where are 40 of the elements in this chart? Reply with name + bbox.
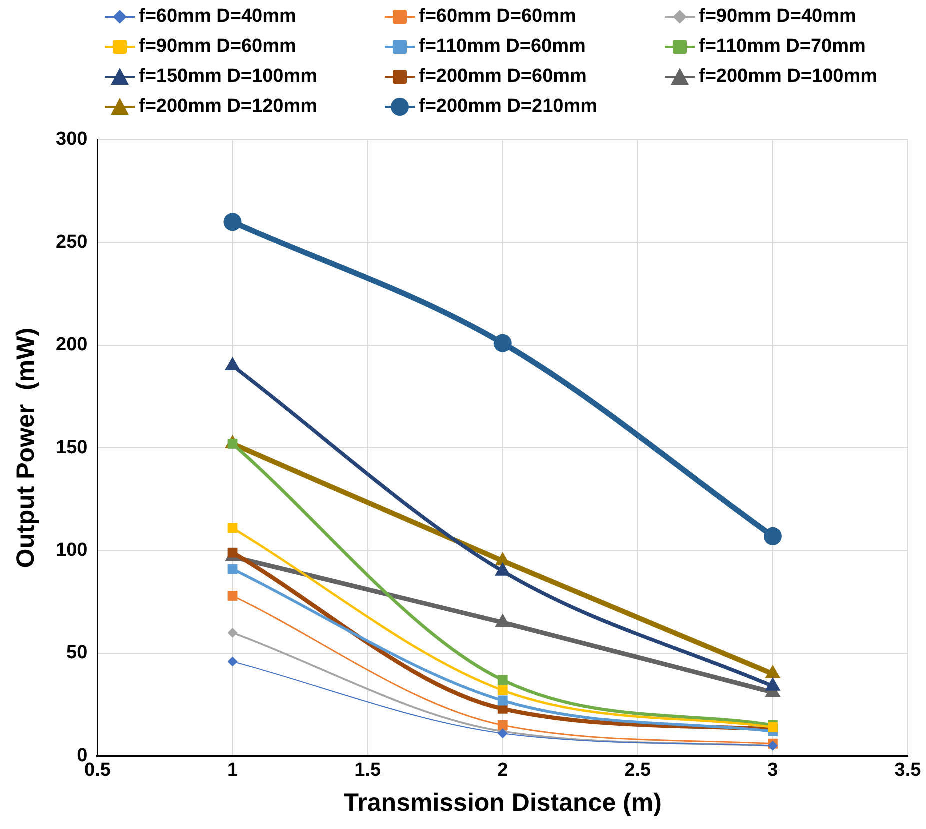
legend-label: f=90mm D=40mm — [699, 6, 856, 28]
y-tick-label: 100 — [56, 540, 88, 562]
point — [224, 213, 242, 232]
x-tick-label: 0.5 — [84, 760, 112, 781]
x-tick-label: 3 — [768, 760, 778, 781]
point — [228, 628, 238, 638]
legend-label: f=90mm D=60mm — [139, 36, 296, 58]
point — [228, 591, 238, 601]
point — [764, 527, 782, 546]
point — [228, 439, 238, 449]
y-tick-label: 300 — [56, 129, 88, 150]
legend-label: f=200mm D=60mm — [419, 66, 587, 88]
point — [228, 523, 238, 534]
legend-label: f=60mm D=40mm — [139, 6, 296, 28]
y-axis-title: Output Power (mW) — [12, 328, 40, 568]
legend-label: f=150mm D=100mm — [139, 66, 318, 88]
x-tick-label: 1.5 — [354, 760, 382, 781]
x-tick-label: 2.5 — [624, 760, 652, 781]
y-tick-label: 200 — [56, 334, 88, 356]
point — [494, 334, 512, 352]
point — [228, 656, 238, 667]
legend-label: f=200mm D=120mm — [139, 96, 318, 118]
legend-label: f=60mm D=60mm — [419, 6, 576, 28]
y-tick-label: 50 — [66, 642, 88, 664]
x-axis-title: Transmission Distance (m) — [344, 788, 662, 817]
x-tick-label: 2 — [498, 760, 508, 781]
legend-label: f=110mm D=70mm — [699, 36, 866, 58]
point — [498, 720, 508, 730]
x-tick-label: 3.5 — [894, 760, 922, 781]
y-tick-label: 150 — [56, 437, 88, 458]
y-tick-label: 250 — [56, 232, 88, 253]
legend-label: f=200mm D=100mm — [699, 66, 878, 88]
legend-label: f=200mm D=210mm — [419, 96, 598, 118]
x-tick-label: 1 — [227, 760, 238, 781]
point — [498, 675, 508, 686]
point — [228, 548, 238, 558]
point — [498, 686, 508, 696]
point — [228, 564, 238, 574]
point — [498, 696, 508, 706]
legend-label: f=110mm D=60mm — [419, 36, 586, 58]
